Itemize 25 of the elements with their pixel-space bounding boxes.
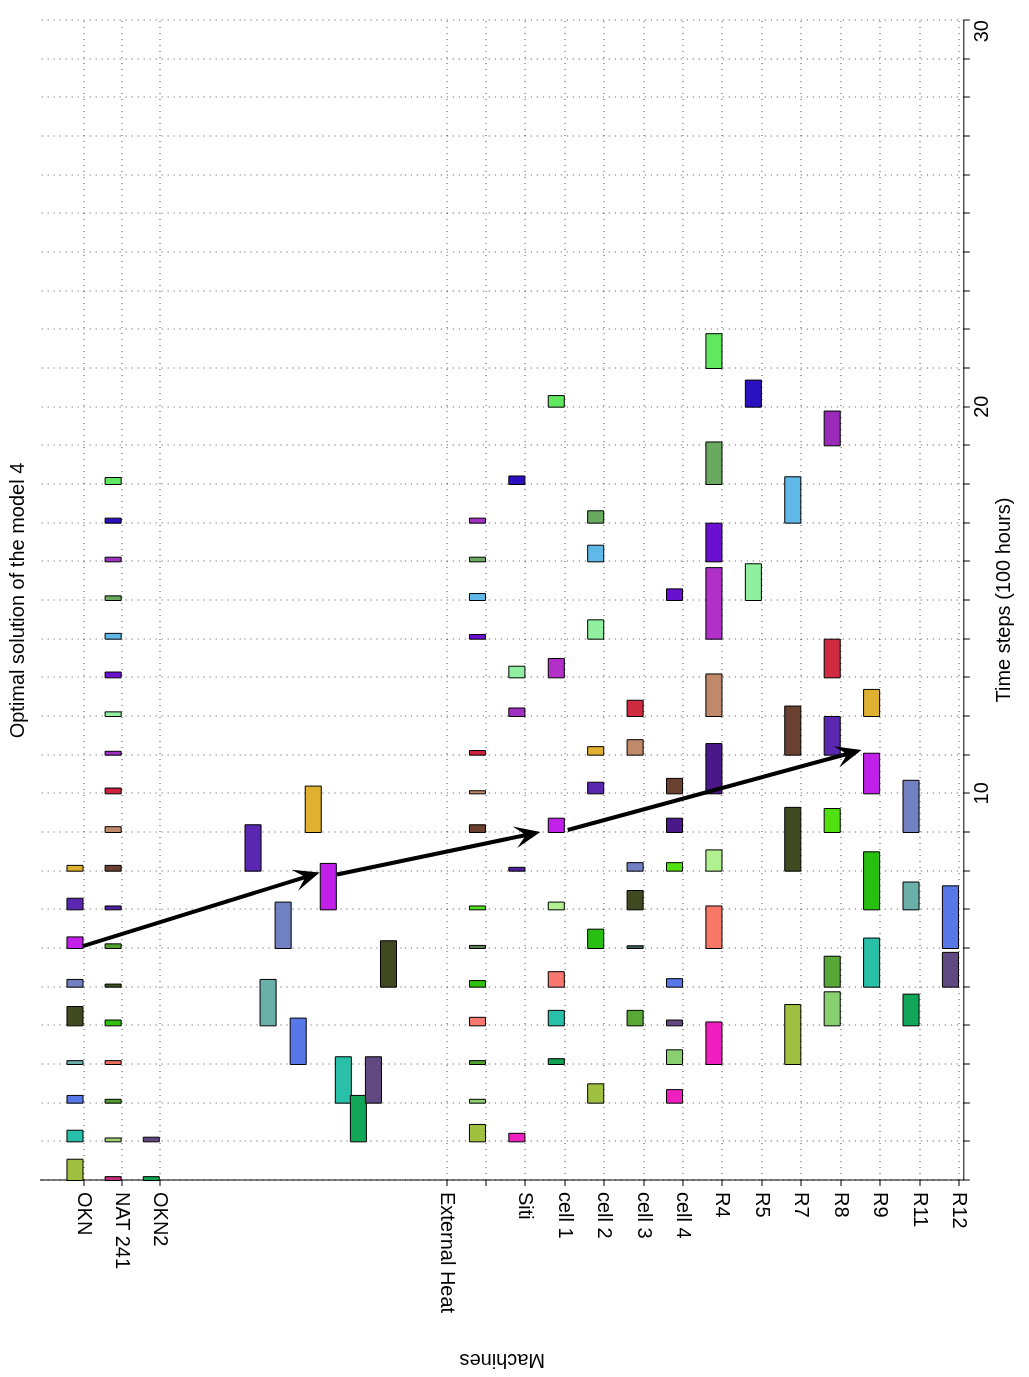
x-tick-label: OKN bbox=[73, 1192, 96, 1236]
x-tick-label: R4 bbox=[712, 1192, 735, 1218]
x-tick-label: Siti bbox=[515, 1192, 538, 1220]
text: Optimal solution of the model 4 bbox=[5, 462, 28, 739]
x-tick-label: R11 bbox=[909, 1192, 932, 1228]
x-tick-label: R9 bbox=[870, 1192, 893, 1218]
bar bbox=[289, 1017, 307, 1065]
x-tick-label: External Heat bbox=[436, 1192, 459, 1314]
x-tick-label: cell 4 bbox=[673, 1192, 696, 1239]
x-tick-label: OKN2 bbox=[149, 1192, 172, 1247]
x-tick-label: NAT 241 bbox=[111, 1192, 134, 1270]
x-tick-label: R5 bbox=[751, 1192, 774, 1218]
x-tick-label: cell 2 bbox=[594, 1192, 617, 1239]
x-tick-label: cell 1 bbox=[554, 1192, 577, 1239]
x-axis-title: Machines bbox=[459, 1350, 546, 1372]
bar bbox=[379, 940, 398, 988]
y-tick-label: 20 bbox=[969, 395, 992, 418]
y-tick-label: 10 bbox=[969, 782, 992, 805]
x-tick-label: R8 bbox=[830, 1192, 853, 1218]
x-tick-label: cell 3 bbox=[633, 1192, 656, 1239]
x-tick-label: R12 bbox=[948, 1192, 971, 1229]
bar bbox=[319, 862, 337, 911]
y-tick-label: 30 bbox=[969, 20, 992, 43]
y-axis-title: Time steps (100 hours) bbox=[991, 497, 1014, 703]
x-tick-label: R7 bbox=[791, 1192, 814, 1218]
